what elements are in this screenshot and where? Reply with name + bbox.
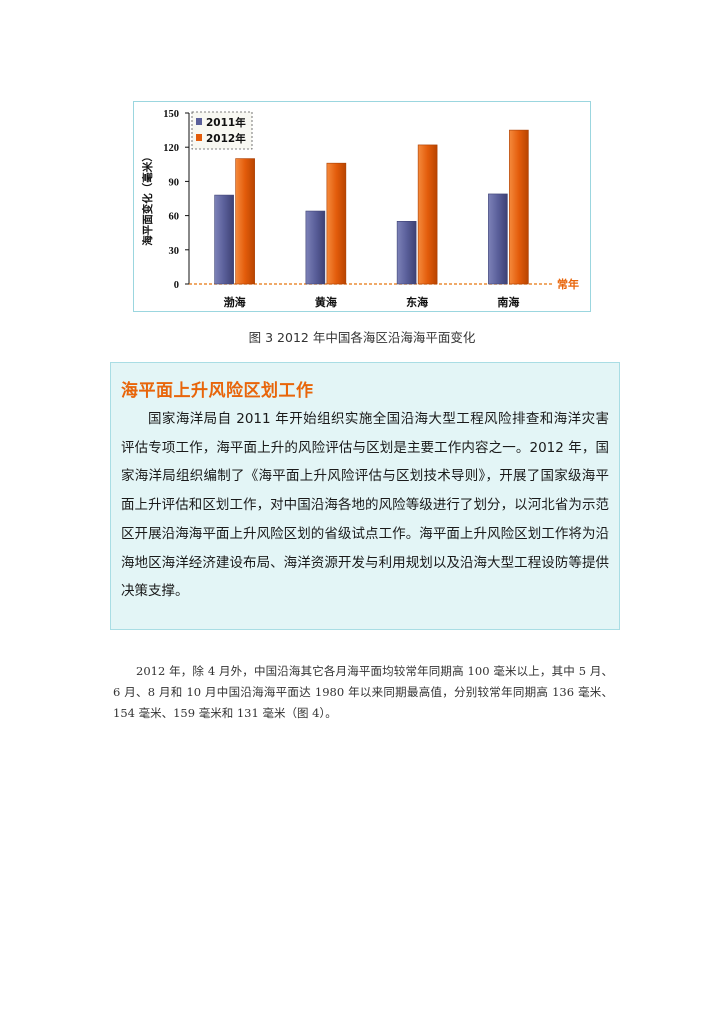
y-tick-label: 60 bbox=[169, 212, 180, 223]
bar-2012-1 bbox=[235, 158, 255, 285]
x-tick-label: 东海 bbox=[406, 295, 428, 309]
info-box-title: 海平面上升风险区划工作 bbox=[121, 381, 314, 401]
bar-2011-1 bbox=[214, 194, 234, 285]
bar-2011-4 bbox=[488, 193, 508, 285]
bar-chart: 0 30 60 90 120 150 海平面变化（毫米） 常年渤海 黄海 东海 南海 2011年 201… bbox=[133, 101, 591, 312]
figure-caption: 图 3 2012 年中国各海区沿海海平面变化 bbox=[248, 330, 476, 345]
y-tick-label: 90 bbox=[169, 177, 180, 188]
legend-swatch bbox=[196, 118, 202, 125]
legend-swatch bbox=[196, 134, 202, 141]
y-tick-label: 30 bbox=[169, 246, 180, 257]
bar-2012-2 bbox=[326, 162, 347, 285]
info-box: 海平面上升风险区划工作 国家海洋局自 2011 年开始组织实施全国沿海大型工程风… bbox=[110, 362, 620, 630]
y-tick-label: 120 bbox=[163, 143, 179, 154]
x-tick-label: 黄海 bbox=[315, 295, 337, 309]
y-tick-label: 150 bbox=[163, 109, 179, 120]
body-paragraph: 2012 年，除 4 月外，中国沿海其它各月海平面均较常年同期高 100 毫米以… bbox=[113, 664, 613, 720]
bar-2011-3 bbox=[396, 221, 417, 285]
bar-2011-2 bbox=[305, 210, 326, 285]
legend-label: 2012年 bbox=[206, 132, 246, 145]
x-tick-label: 渤海 bbox=[224, 295, 246, 309]
y-tick-label: 0 bbox=[174, 280, 179, 291]
info-box-body: 国家海洋局自 2011 年开始组织实施全国沿海大型工程风险排查和海洋灾害评估专项… bbox=[121, 411, 609, 600]
y-axis-label: 海平面变化（毫米） bbox=[141, 151, 154, 246]
legend-label: 2011年 bbox=[206, 116, 246, 129]
baseline-label: 常年 bbox=[557, 277, 579, 291]
x-tick-label: 南海 bbox=[497, 295, 519, 309]
bar-2012-4 bbox=[509, 129, 529, 285]
bar-2012-3 bbox=[417, 144, 438, 285]
